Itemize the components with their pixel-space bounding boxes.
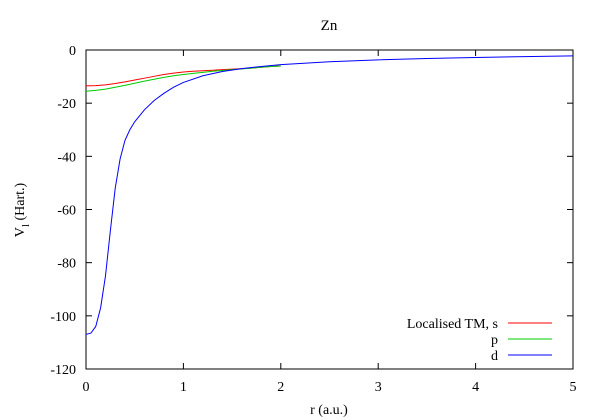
series-line-2 (85, 55, 574, 335)
x-tick-label: 2 (277, 380, 284, 395)
legend-label-0: Localised TM, s (407, 317, 498, 332)
legend: Localised TM, spd (407, 317, 552, 364)
y-axis-label: Vl (Hart.) (13, 182, 32, 237)
x-tick-label: 0 (83, 380, 90, 395)
x-tick-label: 4 (472, 380, 479, 395)
x-tick-label: 3 (375, 380, 382, 395)
y-tick-label: -100 (50, 310, 76, 325)
y-tick-label: 0 (69, 44, 76, 59)
y-tick-label: -80 (57, 257, 76, 272)
y-axis-label-sub: l (20, 224, 32, 227)
y-axis-label-main: V (13, 227, 28, 237)
y-axis-ticks: 0 -20 -40 -60 -80 -100 -120 (50, 44, 573, 378)
plot-frame (85, 49, 574, 370)
y-tick-label: -60 (57, 204, 76, 219)
y-tick-label: -120 (50, 363, 76, 378)
x-axis-ticks: 0 1 2 3 4 5 (83, 50, 577, 395)
y-tick-label: -20 (57, 97, 76, 112)
x-tick-label: 1 (180, 380, 187, 395)
chart-title: Zn (321, 18, 338, 34)
x-axis-label: r (a.u.) (310, 403, 348, 418)
legend-label-2: d (491, 349, 498, 364)
y-tick-label: -40 (57, 150, 76, 165)
series-line-1 (85, 65, 281, 92)
x-tick-label: 5 (570, 380, 577, 395)
y-axis-label-suffix: (Hart.) (13, 182, 28, 224)
series-lines (85, 55, 574, 335)
legend-label-1: p (491, 333, 498, 348)
